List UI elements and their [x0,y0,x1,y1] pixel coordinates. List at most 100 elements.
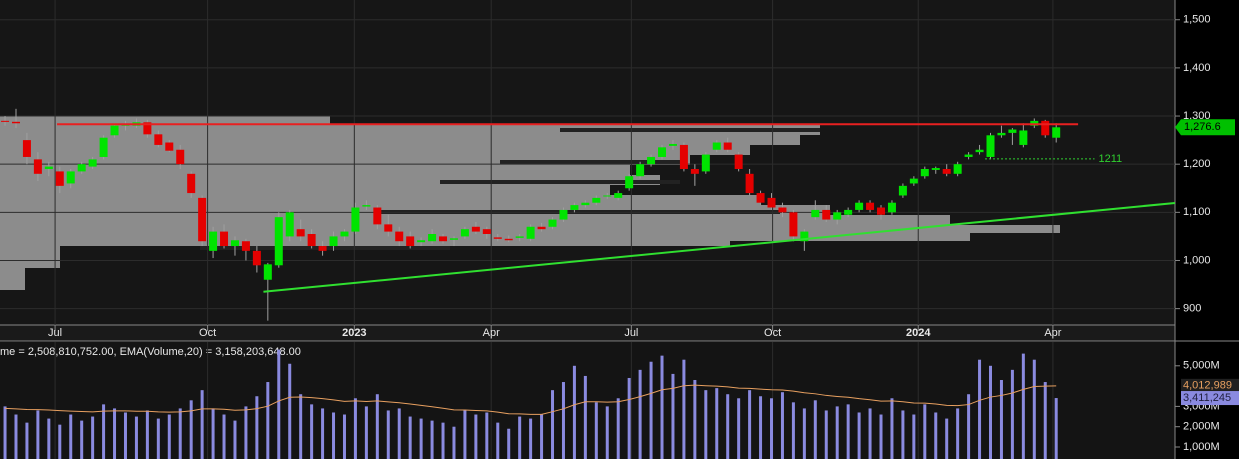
volume-bar [682,359,686,459]
volume-bar [397,408,401,459]
candle-body [11,121,20,124]
volume-bar [1021,353,1025,459]
volume-bar [299,394,303,459]
volume-bar [912,414,916,459]
candle-body [384,224,393,232]
candle-body [636,164,645,177]
volume-bar [704,390,708,459]
candle-body [230,240,239,247]
y-tick-label: 2,000M [1183,421,1220,433]
volume-bar [266,382,270,459]
volume-bar [244,406,248,459]
ema-line [5,384,1057,415]
candle-body [1,120,10,122]
candle-body [307,234,316,247]
volume-bar [518,416,522,459]
volume-bar [945,418,949,459]
volume-bar [660,355,664,459]
candle-body [690,169,699,174]
candle-body [592,197,601,203]
volume-bar [1032,359,1036,459]
volume-bar [923,404,927,459]
candle-body [668,143,677,146]
volume-bar [496,422,500,459]
date-strip [0,325,1175,341]
candle-body [767,197,776,208]
level-label: 1211 [1099,153,1123,165]
candle-body [559,209,568,220]
volume-bar [890,398,894,459]
volume-bar [310,404,314,459]
volume-bar [726,394,730,459]
candle-body [1052,127,1061,138]
volume-bar [102,404,106,459]
volume-bar [780,392,784,459]
y-tick-label: 900 [1183,303,1201,315]
price-tag [1175,119,1235,136]
y-tick-label: 1,000M [1183,441,1220,453]
volume-bar [868,408,872,459]
candle-body [614,193,623,198]
candle-body [88,159,97,167]
candle-body [964,154,973,157]
candle-body [877,207,886,215]
candle-body [373,207,382,225]
candle-body [789,212,798,237]
x-tick-label: Jul [48,327,62,339]
volume-bar [737,398,741,459]
volume-bar [80,420,84,459]
volume-bar [134,416,138,459]
candle-body [723,142,732,150]
candle-body [800,231,809,242]
candle-body [482,229,491,234]
candle-body [209,231,218,251]
volume-bar [364,406,368,459]
volume-bar [113,408,117,459]
candle-body [866,202,875,210]
candle-body [822,209,831,220]
x-tick-label: Apr [483,327,500,339]
candle-body [833,212,842,220]
volume-bar [36,410,40,459]
candle-body [285,212,294,237]
candle-body [44,166,53,169]
candle-body [887,202,896,213]
candle-body [745,173,754,194]
volume-bar [791,402,795,459]
candle-body [395,231,404,242]
x-tick-label: Jul [624,327,638,339]
volume-bar [441,422,445,459]
volume-bar [638,369,642,459]
volume-bar [233,420,237,459]
candle-body [855,202,864,210]
candle-body [187,173,196,194]
candle-body [263,264,272,280]
volume-bar [507,428,511,459]
candle-body [417,240,426,243]
volume-bar [222,414,226,459]
volume-bar [901,410,905,459]
candle-body [909,178,918,184]
y-tick-label: 1,100 [1183,206,1211,218]
volume-bar [627,377,631,459]
candle-body [581,202,590,206]
volume-bar [463,410,467,459]
volume-header: me = 2,508,810,752.00, EMA(Volume,20) = … [0,346,301,358]
volume-panel [0,342,1175,459]
volume-bar [551,390,555,459]
candle-body [647,156,656,165]
value-tag-label: 3,411,245 [1183,392,1231,404]
candle-body [329,236,338,247]
x-tick-label: 2023 [342,327,366,339]
candle-body [844,209,853,215]
volume-bar [25,422,29,459]
volume-bar [485,412,489,459]
volume-bar [770,398,774,459]
candle-body [340,231,349,237]
volume-bar [288,363,292,459]
candle-body [460,229,469,237]
candle-body [548,219,557,227]
volume-bar [408,416,412,459]
candle-body [449,238,458,240]
y-tick-label: 1,400 [1183,62,1211,74]
